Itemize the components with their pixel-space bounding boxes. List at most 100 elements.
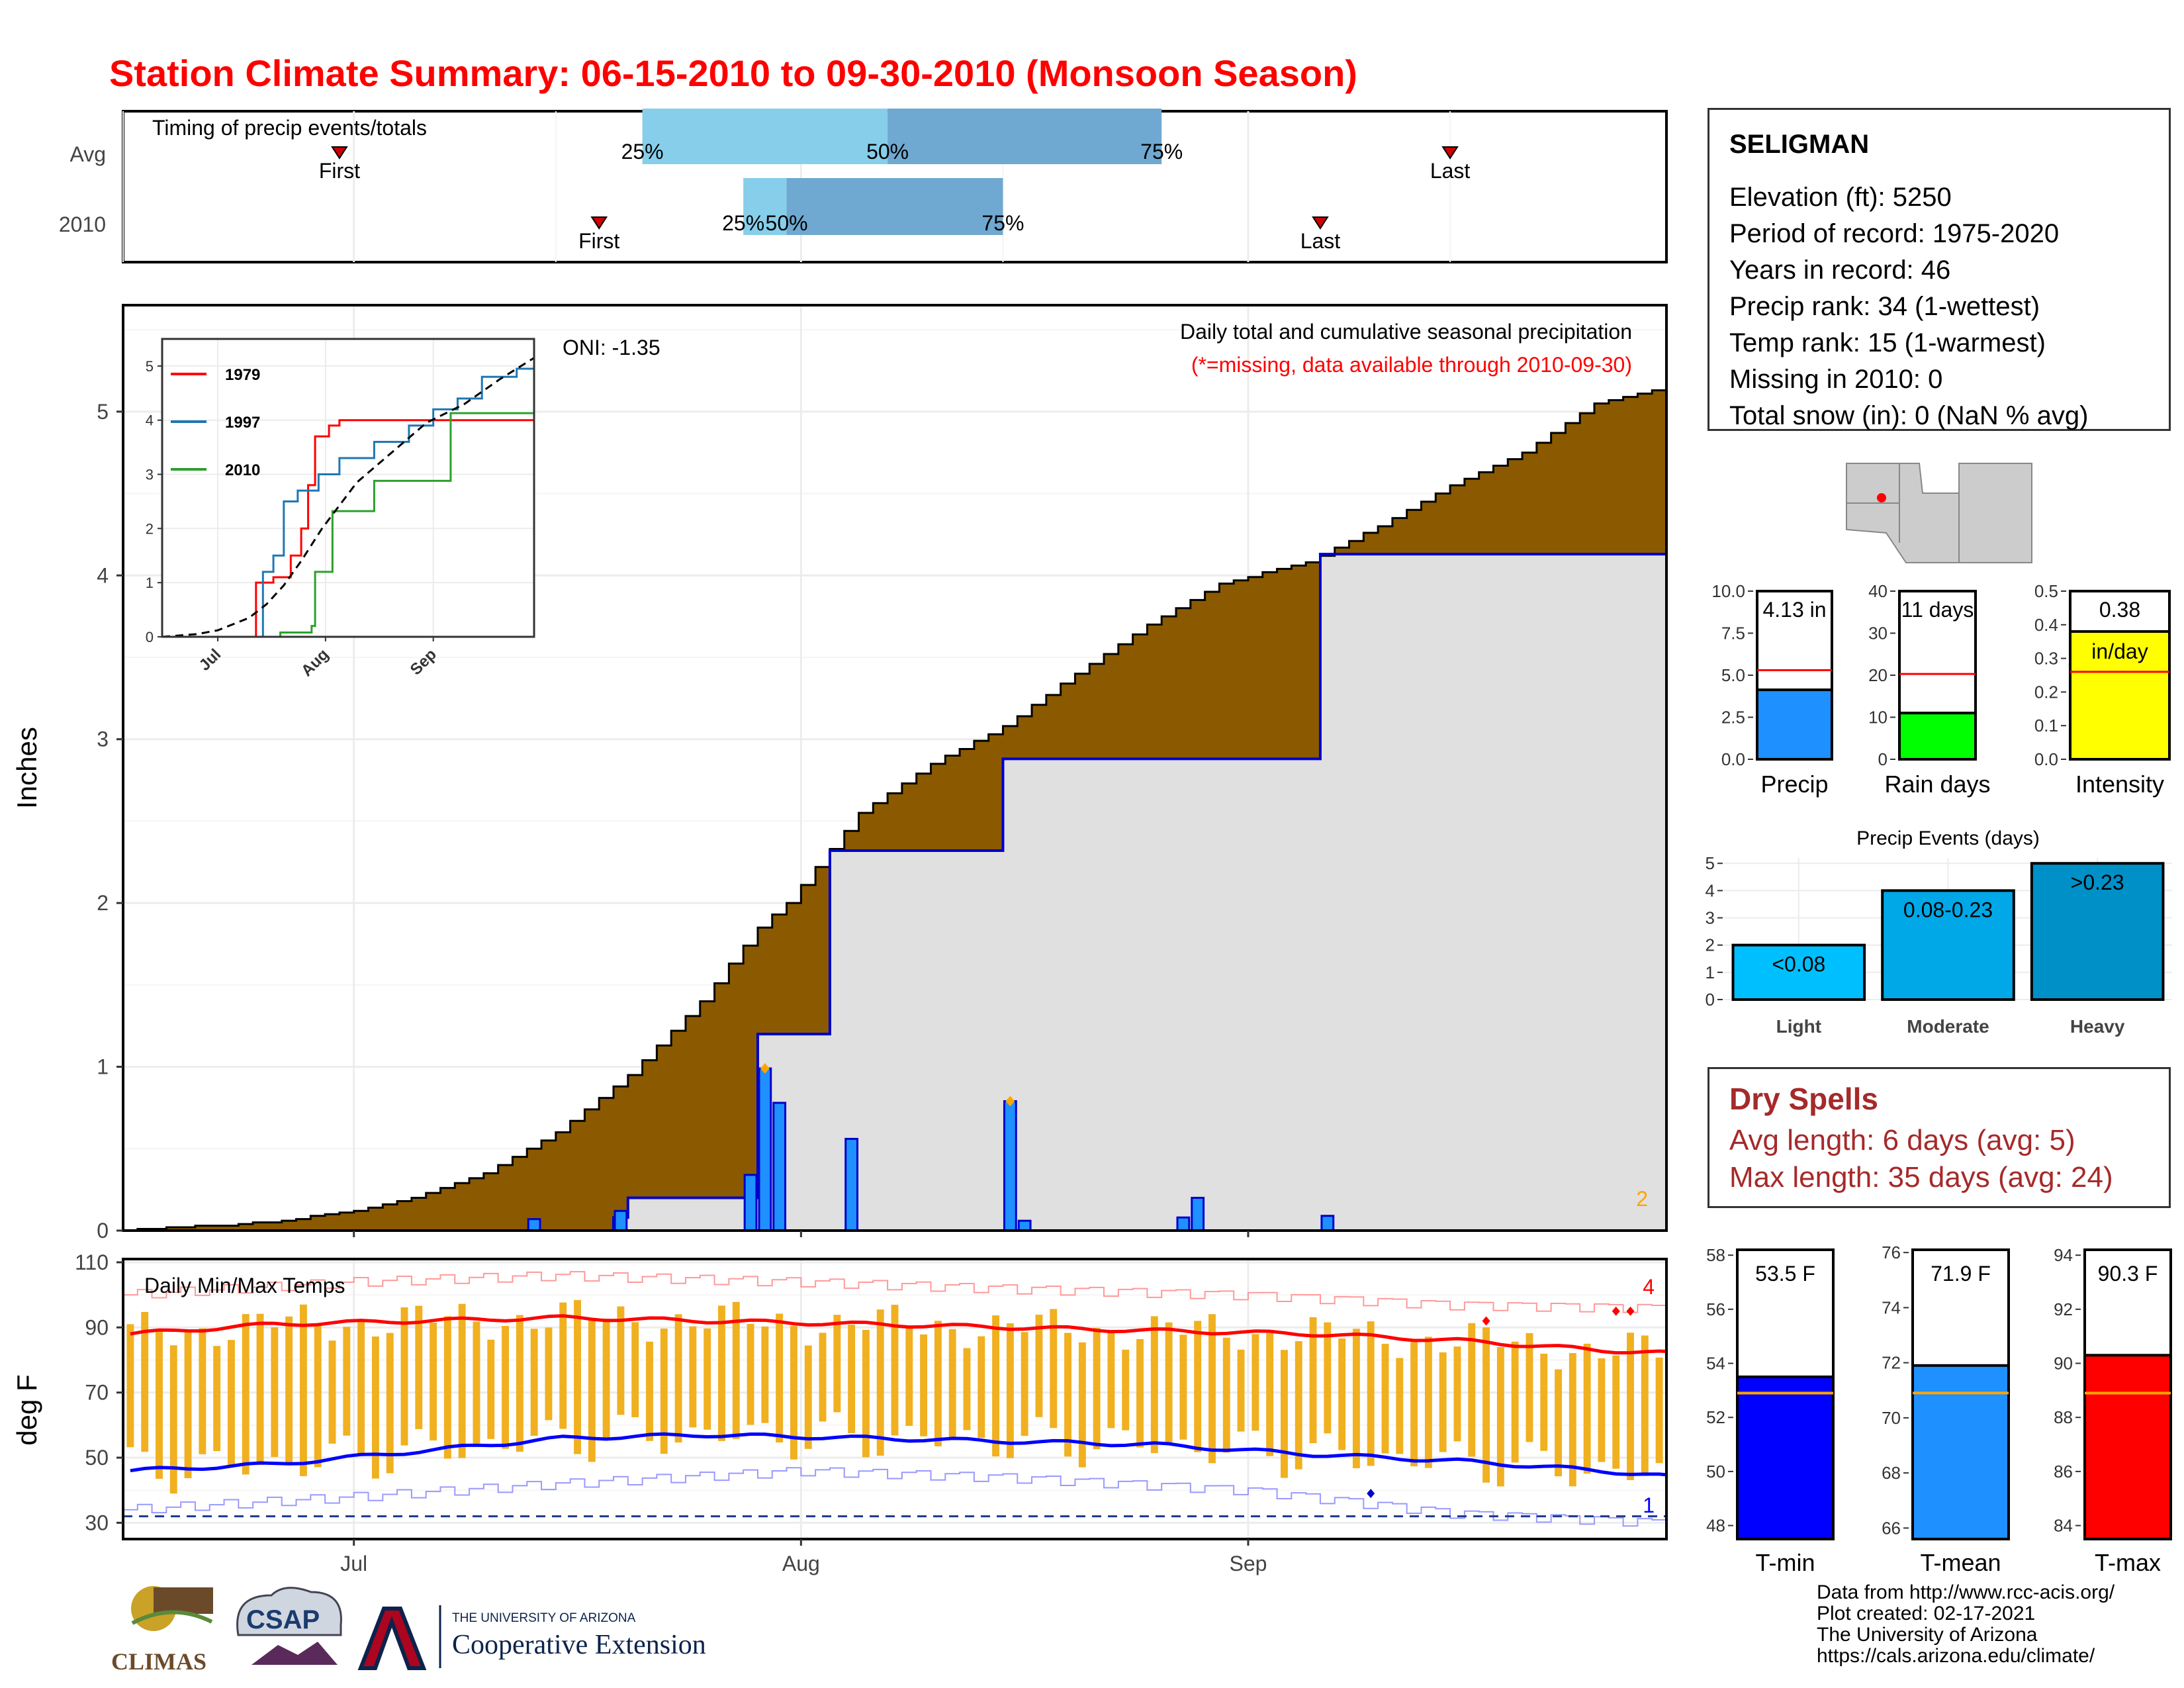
daily-temp-bar (371, 1336, 379, 1479)
station-name: SELIGMAN (1729, 130, 1870, 159)
station-precip-rank: Precip rank: 34 (1-wettest) (1729, 292, 2040, 321)
daily-temp-bar (891, 1305, 899, 1436)
daily-temp-bar (357, 1320, 365, 1456)
temp-ytick-label: 50 (85, 1446, 109, 1470)
daily-temp-bar (400, 1307, 408, 1446)
timing-p25-label-avg: 25% (621, 140, 664, 164)
temp-bar-T-max (2083, 1354, 2172, 1541)
record-high-marker (1612, 1306, 1620, 1316)
daily-temp-bar (1251, 1334, 1259, 1431)
daily-temp-bar (1050, 1309, 1058, 1429)
mini-bar-ytick-label: 0.3 (2034, 649, 2058, 669)
precip-ytick-label: 0 (97, 1219, 109, 1243)
daily-temp-bar (156, 1331, 163, 1479)
map-region-shape (1846, 463, 2032, 563)
ua-logo: THE UNIVERSITY OF ARIZONA Cooperative Ex… (357, 1605, 706, 1670)
mini-bar-value-Intensity: 0.38 (2099, 598, 2140, 622)
temp-bar-ytick-label: 90 (2054, 1354, 2073, 1374)
daily-temp-bar (1237, 1349, 1245, 1432)
temp-bar-value-T-mean: 71.9 F (1931, 1262, 1991, 1286)
inset-ytick-label: 0 (146, 629, 154, 645)
daily-temp-bar (242, 1314, 250, 1475)
daily-temp-bar (415, 1305, 423, 1429)
daily-temp-bar (1222, 1337, 1230, 1453)
footer-credits: Data from http://www.rcc-acis.org/ Plot … (1817, 1582, 2115, 1667)
station-years: Years in record: 46 (1729, 256, 1951, 285)
timing-last-marker-avg (1441, 146, 1459, 160)
daily-temp-bar (948, 1329, 956, 1440)
inset-legend-label-1997: 1997 (225, 414, 260, 432)
daily-temp-bar (502, 1325, 509, 1449)
daily-temp-bar (1208, 1314, 1216, 1464)
daily-temp-bar (1122, 1349, 1130, 1430)
mini-bar-ytick-label: 40 (1868, 581, 1888, 601)
daily-temp-bar (1194, 1321, 1202, 1452)
precip-events-chart: Precip Events (days) <0.08 Light 0.08-0.23 M… (1706, 827, 2172, 1037)
daily-temp-bar (934, 1321, 942, 1446)
temp-frame (122, 1258, 1668, 1540)
daily-temp-bar (1670, 1356, 1677, 1466)
mini-bar-Intensity (2069, 630, 2171, 761)
mini-bar-ytick-label: 0.0 (1721, 749, 1745, 769)
daily-temp-bar (1439, 1352, 1447, 1452)
daily-precip-bar (614, 1209, 628, 1231)
daily-temp-bar (862, 1330, 870, 1458)
timing-p50-label-avg: 50% (866, 140, 909, 164)
timing-last-marker-y2010 (1312, 216, 1329, 230)
temp-bar-ytick-label: 84 (2054, 1516, 2073, 1536)
dry-spells-title: Dry Spells (1729, 1082, 1878, 1116)
temp-bar-ytick-label: 58 (1706, 1245, 1725, 1265)
daily-temp-bar (963, 1348, 971, 1430)
daily-temp-bar (199, 1328, 206, 1454)
daily-temp-bar (1482, 1327, 1490, 1483)
timing-row-avg-label: Avg (69, 142, 106, 166)
record-max-line (123, 1271, 1666, 1314)
daily-temp-bar (1598, 1358, 1606, 1462)
daily-temp-bar (674, 1314, 682, 1443)
climas-logo-swoosh (131, 1610, 213, 1625)
events-bar-Heavy (2030, 862, 2165, 1001)
mini-bar-name-Precip: Precip (1760, 771, 1828, 798)
temp-bar-ytick-label: 94 (2054, 1245, 2073, 1265)
precip-events-title: Precip Events (days) (1856, 827, 2040, 849)
temp-bar-ytick-label: 52 (1706, 1407, 1725, 1427)
daily-temp-bar (228, 1340, 235, 1467)
temp-ytick-label: 90 (85, 1315, 109, 1339)
daily-precip-bar (1320, 1215, 1335, 1231)
temp-bar-value-T-max: 90.3 F (2098, 1262, 2158, 1286)
daily-temp-bar (1136, 1338, 1144, 1448)
temp-ytick-label: 110 (75, 1250, 109, 1274)
mini-bar-ytick-label: 0.4 (2034, 615, 2058, 635)
precip-panel-title: Daily total and cumulative seasonal prec… (1180, 320, 1632, 344)
daily-temp-bar (299, 1304, 307, 1476)
inset-series-1997 (162, 339, 534, 637)
daily-temp-bar (1555, 1369, 1562, 1477)
temp-panel-label: Daily Min/Max Temps (144, 1274, 345, 1297)
temperature-summary-bars: 48 50 52 54 56 58 53.5 F T-min 66 68 70 72 74 76 71.9 … (1706, 1243, 2172, 1576)
daily-temp-bar (285, 1316, 293, 1466)
daily-temp-bar (704, 1328, 711, 1430)
temp-count-high: 4 (1643, 1275, 1655, 1299)
daily-temp-bar (1424, 1336, 1432, 1468)
temp-xtick-label: Aug (782, 1552, 820, 1575)
mini-bar-value-Rain days: 11 days (1901, 598, 1974, 622)
daily-temp-bar (776, 1313, 784, 1443)
daily-temp-bar (1655, 1357, 1663, 1464)
daily-temp-bar (1627, 1333, 1634, 1480)
ua-logo-a (357, 1607, 427, 1670)
inset-ytick-label: 3 (146, 467, 154, 483)
daily-temp-bar (631, 1322, 639, 1417)
dry-spells-max: Max length: 35 days (avg: 24) (1729, 1161, 2113, 1194)
mini-bar-ytick-label: 0 (1878, 749, 1888, 769)
temp-bar-name-T-max: T-max (2095, 1549, 2161, 1576)
temp-y-axis-label: deg F (11, 1374, 42, 1445)
inset-bg (162, 339, 534, 637)
record-min-line (123, 1467, 1666, 1529)
timing-p50-label-y2010: 50% (766, 211, 808, 235)
temp-bar-ytick-label: 92 (2054, 1299, 2073, 1319)
daily-temp-bar (487, 1339, 495, 1439)
temp-xtick-label: Jul (340, 1552, 367, 1575)
daily-precip-bar (844, 1137, 859, 1231)
daily-temp-bar (516, 1315, 523, 1452)
